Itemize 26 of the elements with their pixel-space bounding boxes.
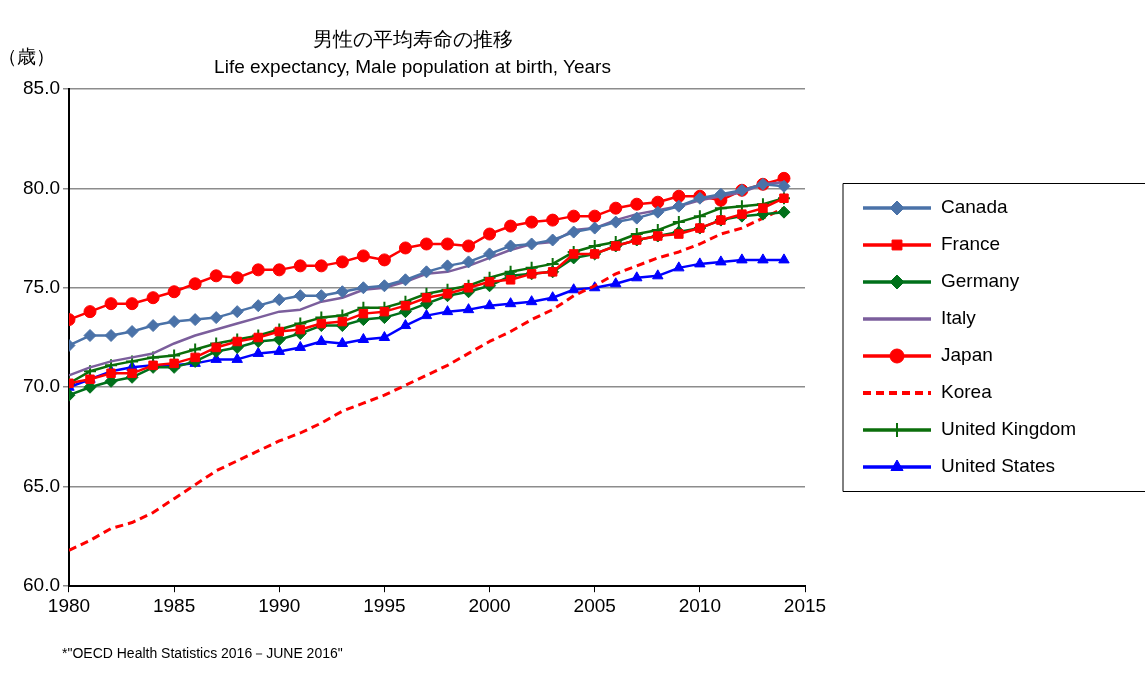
chart-title: 男性の平均寿命の推移 xyxy=(312,27,513,50)
legend-label: United Kingdom xyxy=(941,418,1077,440)
y-tick-label: 65.0 xyxy=(23,474,60,496)
x-tick-label: 1995 xyxy=(363,594,406,616)
legend-label: Germany xyxy=(941,270,1020,292)
x-tick-label: 2005 xyxy=(573,594,616,616)
y-axis-title: （歳） xyxy=(0,45,56,67)
x-tick-label: 2010 xyxy=(678,594,721,616)
x-tick-label: 1980 xyxy=(47,594,91,616)
y-tick-label: 75.0 xyxy=(23,275,60,297)
legend-label: France xyxy=(941,233,1001,255)
x-tick-label: 2015 xyxy=(783,594,827,616)
legend-label: United States xyxy=(941,455,1056,477)
y-tick-label: 85.0 xyxy=(23,77,60,99)
y-tick-label: 60.0 xyxy=(23,574,60,596)
legend-label: Japan xyxy=(941,344,993,366)
legend-label: Korea xyxy=(941,381,993,403)
y-tick-label: 80.0 xyxy=(23,176,60,198)
x-tick-label: 2000 xyxy=(468,594,511,616)
legend-label: Italy xyxy=(941,307,977,329)
chart-subtitle: Life expectancy, Male population at birth, Years xyxy=(214,55,611,77)
x-tick-label: 1985 xyxy=(152,594,196,616)
text: *"OECD Health Statistics 2016－JUNE 2016" xyxy=(62,645,343,661)
legend-label: Canada xyxy=(941,196,1008,218)
x-tick-label: 1990 xyxy=(258,594,301,616)
y-tick-label: 70.0 xyxy=(23,375,60,397)
